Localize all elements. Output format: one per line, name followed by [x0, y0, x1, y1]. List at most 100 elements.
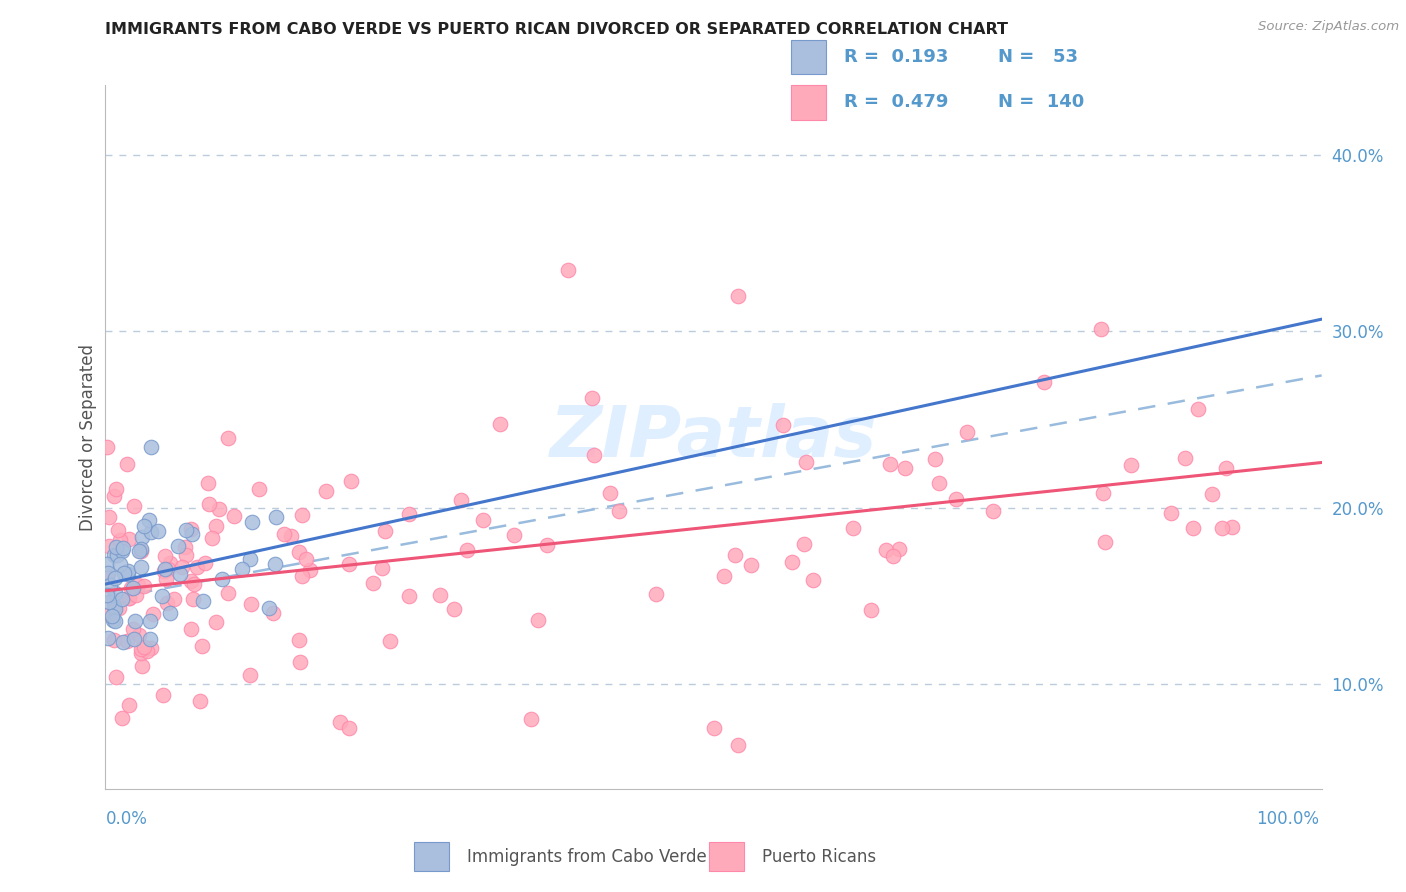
Point	[101, 592, 124, 607]
Point	[793, 537, 815, 551]
Point	[557, 262, 579, 277]
Point	[291, 508, 314, 522]
Point	[273, 527, 295, 541]
Point	[723, 548, 745, 562]
Point	[337, 557, 360, 571]
Point	[96, 440, 118, 454]
Point	[794, 455, 817, 469]
Point	[129, 560, 152, 574]
Point	[111, 592, 134, 607]
Point	[211, 572, 233, 586]
Point	[456, 543, 478, 558]
Point	[97, 566, 120, 581]
Point	[956, 425, 979, 440]
Point	[122, 632, 145, 646]
Point	[583, 448, 606, 462]
Point	[194, 557, 217, 571]
Point	[1092, 485, 1115, 500]
Point	[224, 508, 246, 523]
Point	[108, 558, 131, 572]
Point	[104, 571, 127, 585]
Point	[520, 712, 543, 726]
Point	[115, 633, 138, 648]
Point	[103, 599, 125, 613]
Point	[104, 602, 127, 616]
Point	[315, 483, 337, 498]
Point	[259, 600, 281, 615]
Text: 100.0%: 100.0%	[1256, 810, 1319, 828]
Point	[1090, 322, 1112, 336]
Point	[288, 632, 311, 647]
Point	[97, 594, 120, 608]
Point	[139, 440, 162, 454]
Point	[138, 513, 160, 527]
Point	[294, 551, 316, 566]
Point	[96, 588, 118, 602]
Point	[740, 558, 762, 572]
Point	[169, 567, 191, 582]
Text: IMMIGRANTS FROM CABO VERDE VS PUERTO RICAN DIVORCED OR SEPARATED CORRELATION CHA: IMMIGRANTS FROM CABO VERDE VS PUERTO RIC…	[105, 22, 1008, 37]
Point	[329, 714, 352, 729]
Point	[536, 538, 558, 552]
Point	[180, 574, 202, 588]
Point	[104, 482, 127, 496]
Point	[882, 549, 904, 563]
Point	[155, 562, 177, 576]
Point	[111, 711, 134, 725]
Point	[98, 539, 121, 553]
Point	[247, 483, 270, 497]
Point	[139, 632, 162, 646]
Point	[780, 555, 803, 569]
Point	[239, 552, 262, 566]
Point	[100, 578, 122, 592]
Point	[97, 632, 120, 646]
Point	[103, 633, 125, 648]
Point	[1211, 521, 1233, 535]
Point	[945, 492, 967, 507]
Point	[180, 522, 202, 536]
Point	[186, 559, 208, 574]
Point	[443, 602, 465, 616]
Point	[887, 541, 910, 556]
Point	[167, 539, 190, 553]
Point	[1215, 460, 1237, 475]
Text: 0.0%: 0.0%	[105, 810, 148, 828]
Point	[374, 524, 396, 538]
Point	[894, 461, 917, 475]
Point	[527, 613, 550, 627]
Point	[924, 452, 946, 467]
Point	[727, 739, 749, 753]
Point	[205, 519, 228, 533]
Point	[371, 561, 394, 575]
Point	[193, 593, 215, 607]
Point	[129, 646, 152, 660]
Point	[118, 698, 141, 712]
Point	[1187, 402, 1209, 417]
Point	[105, 548, 128, 562]
Text: N =  140: N = 140	[998, 94, 1084, 112]
Point	[599, 485, 621, 500]
Point	[288, 544, 311, 558]
Point	[607, 504, 630, 518]
Point	[181, 527, 204, 541]
Point	[156, 562, 179, 576]
Point	[132, 518, 155, 533]
Point	[875, 543, 897, 558]
Point	[134, 640, 156, 655]
Point	[1032, 376, 1054, 390]
Point	[141, 524, 163, 539]
Point	[155, 572, 177, 586]
Point	[110, 533, 132, 547]
Point	[503, 527, 526, 541]
Point	[429, 588, 451, 602]
Point	[702, 721, 725, 735]
Point	[103, 548, 125, 562]
Bar	[709, 842, 744, 871]
Point	[122, 499, 145, 513]
Point	[488, 417, 510, 432]
Point	[107, 601, 129, 615]
Point	[231, 561, 253, 575]
Text: Source: ZipAtlas.com: Source: ZipAtlas.com	[1258, 20, 1399, 33]
Point	[155, 596, 177, 610]
Point	[112, 634, 135, 648]
